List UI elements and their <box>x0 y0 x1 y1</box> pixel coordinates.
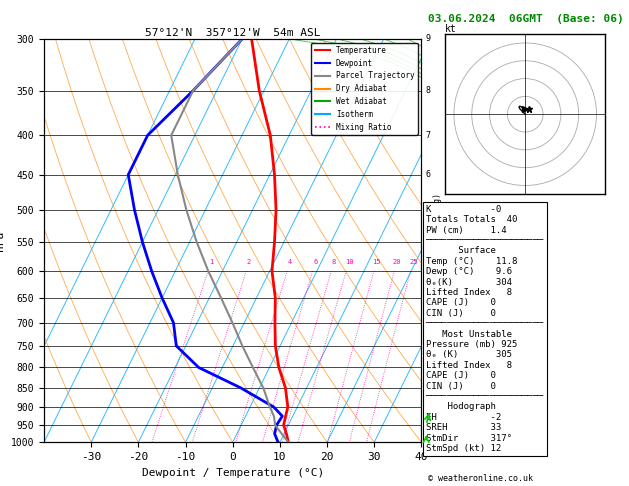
Text: 20: 20 <box>393 260 401 265</box>
Text: 1: 1 <box>209 260 213 265</box>
Text: 8: 8 <box>332 260 336 265</box>
Text: 6: 6 <box>425 206 430 214</box>
Text: 25: 25 <box>409 260 418 265</box>
Text: 1: 1 <box>425 402 430 412</box>
Text: 8: 8 <box>425 86 430 95</box>
Text: © weatheronline.co.uk: © weatheronline.co.uk <box>428 474 533 483</box>
Text: 9: 9 <box>425 35 430 43</box>
X-axis label: Dewpoint / Temperature (°C): Dewpoint / Temperature (°C) <box>142 468 324 478</box>
Text: kt: kt <box>445 24 457 34</box>
Text: 3: 3 <box>425 318 430 327</box>
Text: 03.06.2024  06GMT  (Base: 06): 03.06.2024 06GMT (Base: 06) <box>428 14 623 24</box>
Y-axis label: hPa: hPa <box>0 230 5 251</box>
Text: LCL: LCL <box>425 438 440 447</box>
Text: 6: 6 <box>425 170 430 179</box>
Text: 2: 2 <box>425 363 430 372</box>
Title: 57°12'N  357°12'W  54m ASL: 57°12'N 357°12'W 54m ASL <box>145 28 321 38</box>
Text: 4: 4 <box>288 260 292 265</box>
Text: Mixing Ratio (g/kg): Mixing Ratio (g/kg) <box>433 193 442 288</box>
Text: 4: 4 <box>425 267 430 276</box>
Text: K           -0
Totals Totals  40
PW (cm)     1.4
──────────────────────
      Su: K -0 Totals Totals 40 PW (cm) 1.4 ──────… <box>426 205 544 453</box>
Text: 6: 6 <box>313 260 318 265</box>
Text: 15: 15 <box>372 260 381 265</box>
Text: 10: 10 <box>345 260 353 265</box>
Text: 2: 2 <box>247 260 251 265</box>
Legend: Temperature, Dewpoint, Parcel Trajectory, Dry Adiabat, Wet Adiabat, Isotherm, Mi: Temperature, Dewpoint, Parcel Trajectory… <box>311 43 418 135</box>
Text: 7: 7 <box>425 131 430 140</box>
